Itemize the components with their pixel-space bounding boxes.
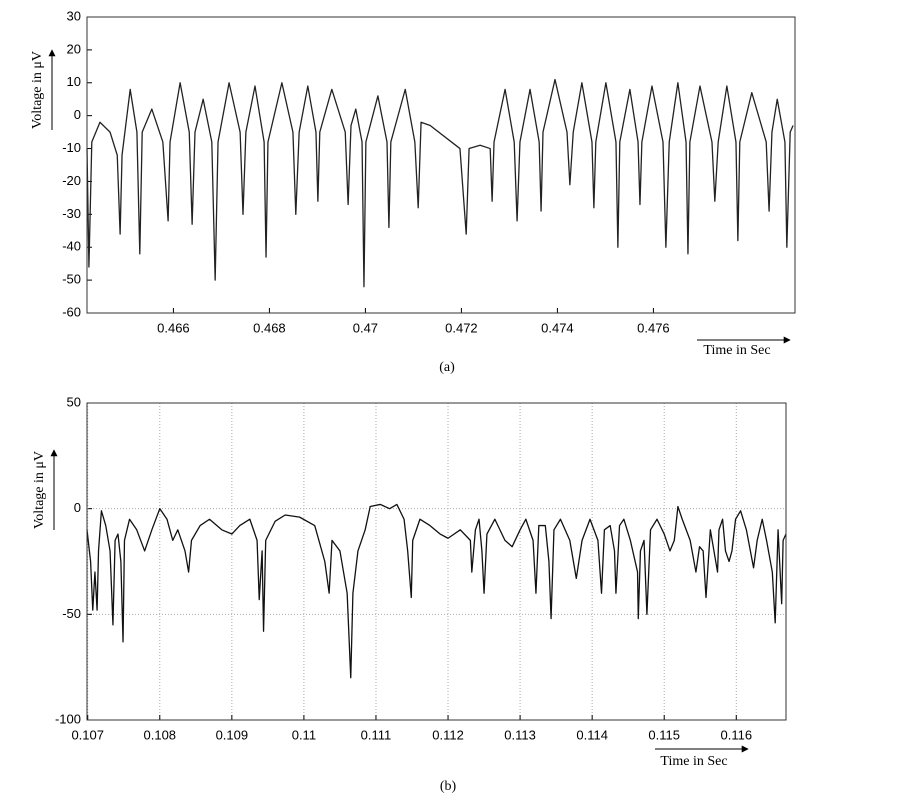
- y-tick-label: 10: [67, 74, 81, 89]
- y-tick-label: -20: [62, 173, 81, 188]
- x-tick-label: 0.111: [361, 727, 392, 742]
- x-tick-label: 0.113: [504, 727, 536, 742]
- signal-line: [86, 78, 794, 288]
- x-tick-label: 0.112: [432, 727, 464, 742]
- plot-frame: [86, 402, 787, 721]
- y-tick-label: 0: [74, 500, 81, 515]
- x-tick-label: 0.109: [216, 727, 249, 742]
- x-axis-label: Time in Sec: [660, 754, 727, 769]
- y-tick-label: 30: [67, 8, 81, 23]
- x-axis-label: Time in Sec: [703, 343, 770, 358]
- caption: (a): [439, 360, 455, 375]
- x-tick-label: 0.108: [144, 727, 177, 742]
- y-axis-label: Voltage in μV: [30, 51, 45, 129]
- x-tick-label: 0.11: [292, 727, 316, 742]
- y-tick-label: -10: [62, 140, 81, 155]
- y-tick-label: -60: [62, 304, 81, 319]
- x-tick-label: 0.47: [353, 320, 378, 335]
- x-tick-label: 0.114: [576, 727, 608, 742]
- y-tick-label: -30: [62, 206, 81, 221]
- x-tick-label: 0.116: [720, 727, 752, 742]
- x-tick-label: 0.107: [71, 727, 104, 742]
- y-tick-label: -100: [55, 711, 81, 726]
- y-tick-label: -50: [62, 606, 81, 621]
- x-tick-label: 0.115: [648, 727, 680, 742]
- y-tick-label: 20: [67, 41, 81, 56]
- x-tick-label: 0.466: [157, 320, 190, 335]
- x-tick-label: 0.472: [445, 320, 478, 335]
- plot-frame: [86, 16, 796, 314]
- y-tick-label: 0: [74, 107, 81, 122]
- x-tick-label: 0.476: [637, 320, 670, 335]
- plot-area: [87, 403, 786, 720]
- caption: (b): [440, 779, 457, 794]
- y-tick-label: 50: [67, 394, 81, 409]
- x-tick-label: 0.468: [253, 320, 286, 335]
- signal-line: [86, 503, 787, 679]
- y-tick-label: -50: [62, 272, 81, 287]
- y-tick-label: -40: [62, 239, 81, 254]
- x-tick-label: 0.474: [541, 320, 574, 335]
- y-axis-label: Voltage in μV: [32, 451, 47, 529]
- plot-area: [87, 17, 795, 313]
